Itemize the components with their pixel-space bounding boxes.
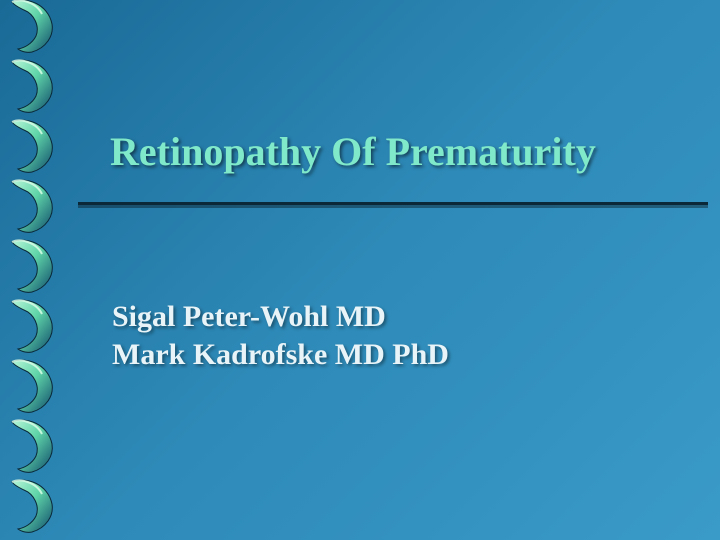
spiral-binding-decoration: [8, 0, 58, 540]
authors-block: Sigal Peter-Wohl MD Mark Kadrofske MD Ph…: [112, 298, 449, 373]
slide-title: Retinopathy Of Prematurity: [110, 128, 596, 175]
author-line-2: Mark Kadrofske MD PhD: [112, 336, 449, 374]
slide: Retinopathy Of Prematurity Sigal Peter-W…: [0, 0, 720, 540]
title-divider: [78, 202, 708, 208]
author-line-1: Sigal Peter-Wohl MD: [112, 298, 449, 336]
